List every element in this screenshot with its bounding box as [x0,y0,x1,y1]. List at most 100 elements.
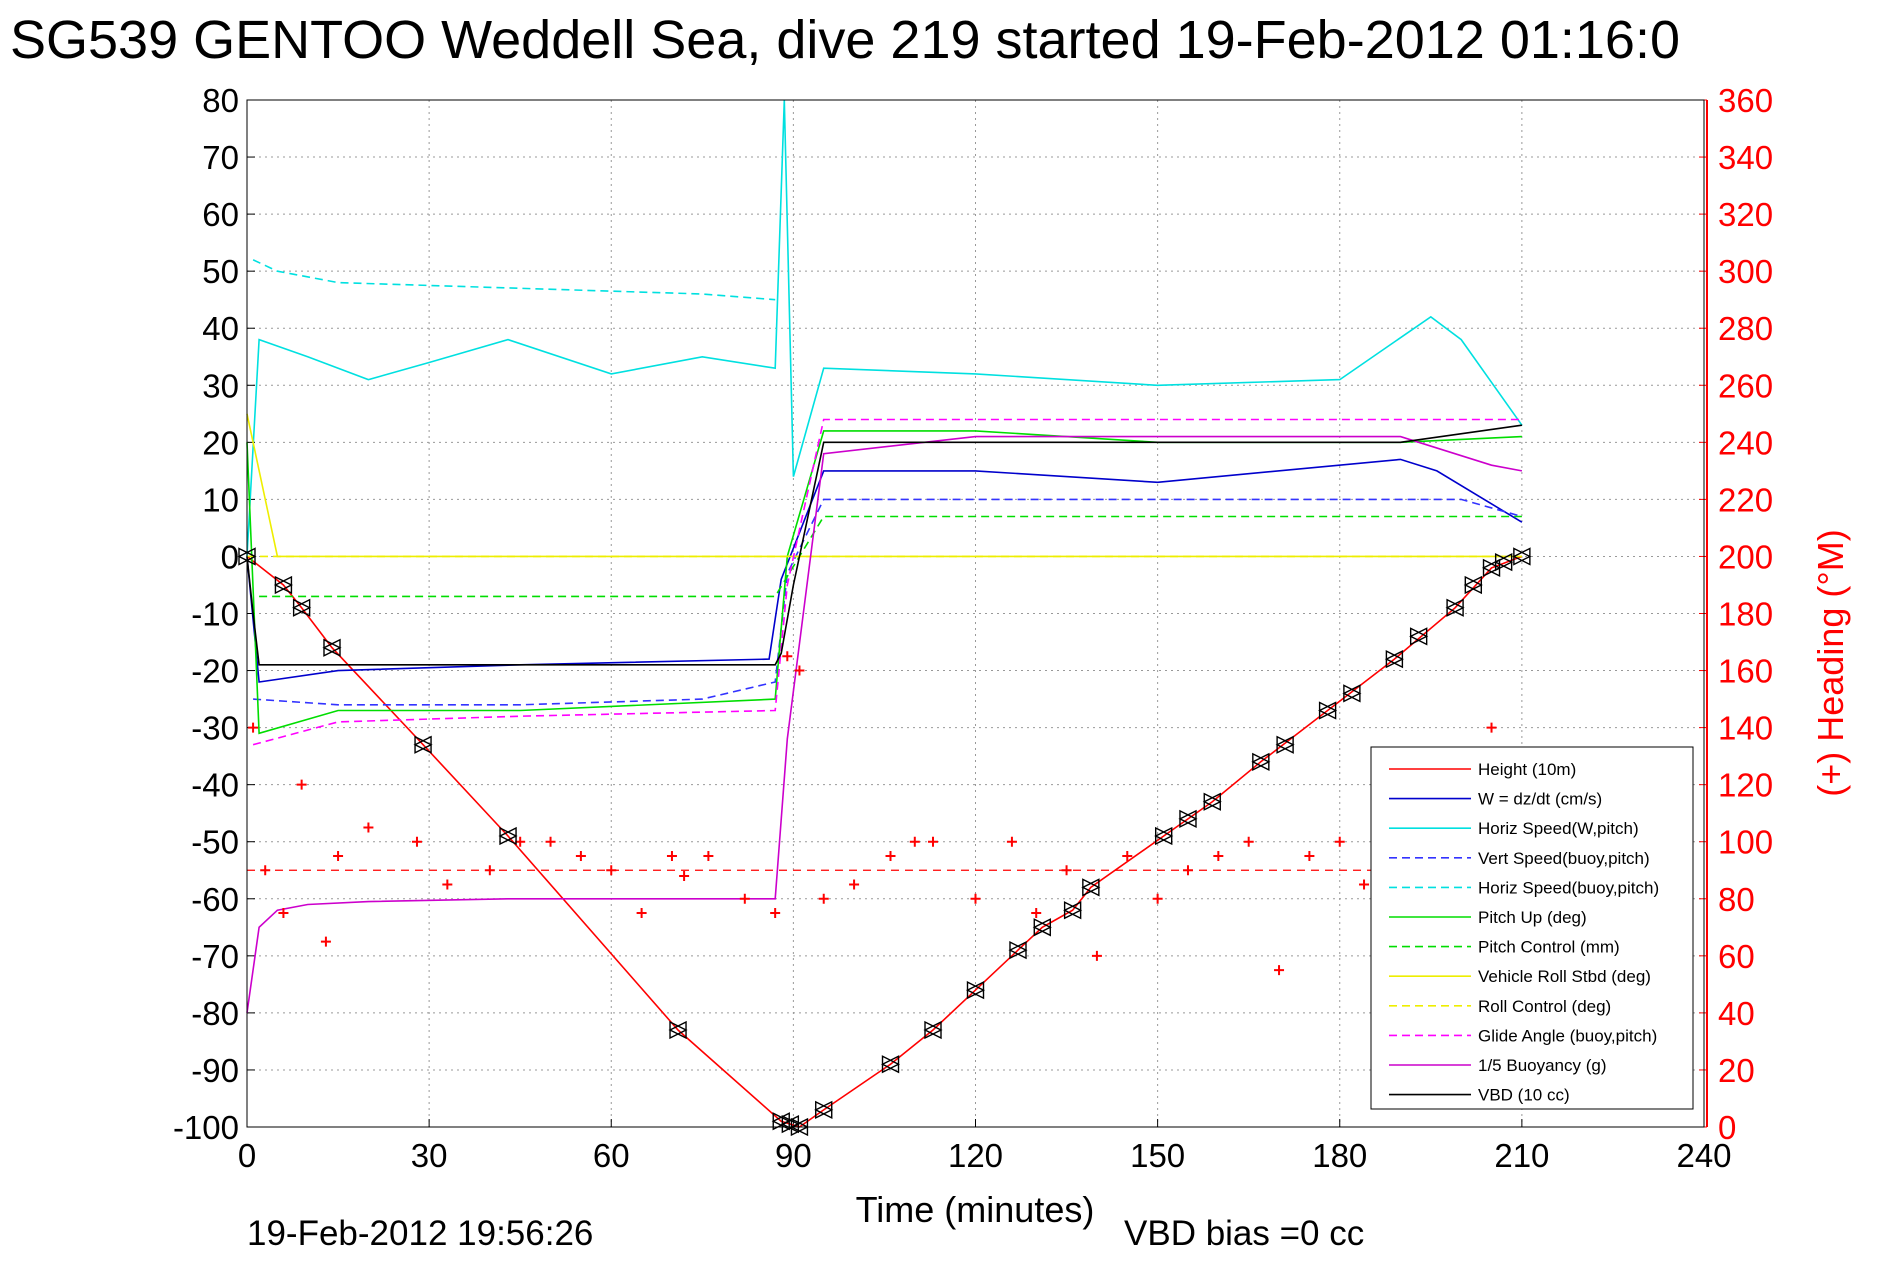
x-axis: 0 30 60 90 120 150 180 210 240 [238,1119,1732,1174]
series-heading [248,651,1497,976]
height-marker [1463,575,1483,595]
y-tick-label: 60 [202,196,239,233]
y2-tick-label: 300 [1718,253,1773,290]
height-marker [1384,650,1404,669]
heading-point [1274,965,1285,976]
height-marker [923,1020,943,1040]
heading-point [703,850,714,861]
heading-point [636,908,647,919]
y-tick-label: 40 [202,310,239,347]
heading-point [606,865,617,876]
heading-point [909,836,920,847]
height-marker [1063,901,1083,920]
x-tick-label: 90 [775,1137,812,1174]
heading-point [363,822,374,833]
heading-point [679,870,690,881]
vbd-bias-label: VBD bias =0 cc [1124,1214,1364,1253]
heading-point [575,850,586,861]
legend-label: Pitch Control (mm) [1478,938,1620,957]
heading-point [782,651,793,662]
y-tick-label: 30 [202,367,239,404]
y-tick-label: -60 [191,881,239,918]
plot-frame [246,99,1705,1128]
legend-label: Horiz Speed(W,pitch) [1478,819,1639,838]
series-vehicle-roll-stbd-deg [246,413,1522,558]
y2-tick-label: 360 [1718,82,1773,119]
height-marker [322,638,342,657]
series-1-5-buoyancy-g [246,435,1523,1014]
heading-point [1006,836,1017,847]
heading-point [885,850,896,861]
height-marker [292,598,312,617]
heading-point [411,836,422,847]
legend-label: W = dz/dt (cm/s) [1478,790,1602,809]
y2-tick-label: 40 [1718,995,1755,1032]
series-height-10m [246,555,1523,1128]
height-marker [498,826,518,846]
y-tick-label: -40 [191,767,239,804]
height-marker [1081,878,1101,897]
heading-point [296,779,307,790]
legend-label: Glide Angle (buoy,pitch) [1478,1026,1657,1045]
height-marker [1342,684,1362,703]
heading-point [849,879,860,890]
x-axis-label: Time (minutes) [856,1189,1095,1230]
y-tick-label: 10 [202,481,239,518]
height-marker [1154,826,1174,846]
legend-label: Roll Control (deg) [1478,997,1611,1016]
y-tick-label: 50 [202,253,239,290]
series-glide-angle-buoy-pitch [252,418,1522,746]
x-tick-label: 120 [948,1137,1003,1174]
x-tick-label: 60 [593,1137,630,1174]
x-tick-label: 180 [1312,1137,1367,1174]
heading-point [1152,893,1163,904]
heading-point [1213,850,1224,861]
height-marker [1512,547,1532,566]
heading-point [739,893,750,904]
legend-label: Vert Speed(buoy,pitch) [1478,849,1650,868]
y-tick-label: -100 [173,1109,239,1146]
y-tick-label: 0 [221,538,239,575]
series-w-dz-dt-cm-s [246,458,1523,683]
heading-point [260,865,271,876]
y2-tick-label: 0 [1718,1109,1736,1146]
left-y-axis: 80 70 60 50 40 30 20 10 0 -10 -20 -30 -40 -50 -60 -70 -8… [173,82,255,1146]
height-marker [1178,809,1198,829]
legend-label: Horiz Speed(buoy,pitch) [1478,878,1659,897]
heading-point [484,865,495,876]
y-tick-label: 20 [202,424,239,461]
footer-timestamp: 19-Feb-2012 19:56:26 [247,1214,593,1253]
heading-point [1031,908,1042,919]
y-tick-label: 80 [202,82,239,119]
heading-point [1182,865,1193,876]
series-horiz-speed-buoy-pitch [252,259,776,301]
y2-tick-label: 100 [1718,824,1773,861]
height-marker [668,1020,688,1040]
y-tick-label: -70 [191,938,239,975]
y-tick-label: 70 [202,139,239,176]
y-tick-label: -50 [191,824,239,861]
height-marker [1409,627,1429,646]
x-tick-label: 30 [411,1137,448,1174]
heading-point [1122,850,1133,861]
height-marker [1251,752,1271,771]
heading-point [1304,850,1315,861]
heading-point [545,836,556,847]
height-marker [1318,701,1338,720]
y2-tick-label: 280 [1718,310,1773,347]
heading-point [1359,879,1370,890]
x-tick-label: 240 [1676,1137,1731,1174]
right-y-axis: 3603403203002802602402202001801601401201… [1699,82,1773,1146]
height-marker [880,1055,901,1074]
x-tick-label: 150 [1130,1137,1185,1174]
heading-point [770,908,781,919]
y-tick-label: -80 [191,995,239,1032]
y2-tick-label: 240 [1718,424,1773,461]
legend-label: Height (10m) [1478,760,1576,779]
series-horiz-speed-w-pitch [246,99,1523,557]
y2-tick-label: 320 [1718,196,1773,233]
plot-area [237,99,1532,1137]
heading-point [320,936,331,947]
height-marker [1494,553,1514,572]
